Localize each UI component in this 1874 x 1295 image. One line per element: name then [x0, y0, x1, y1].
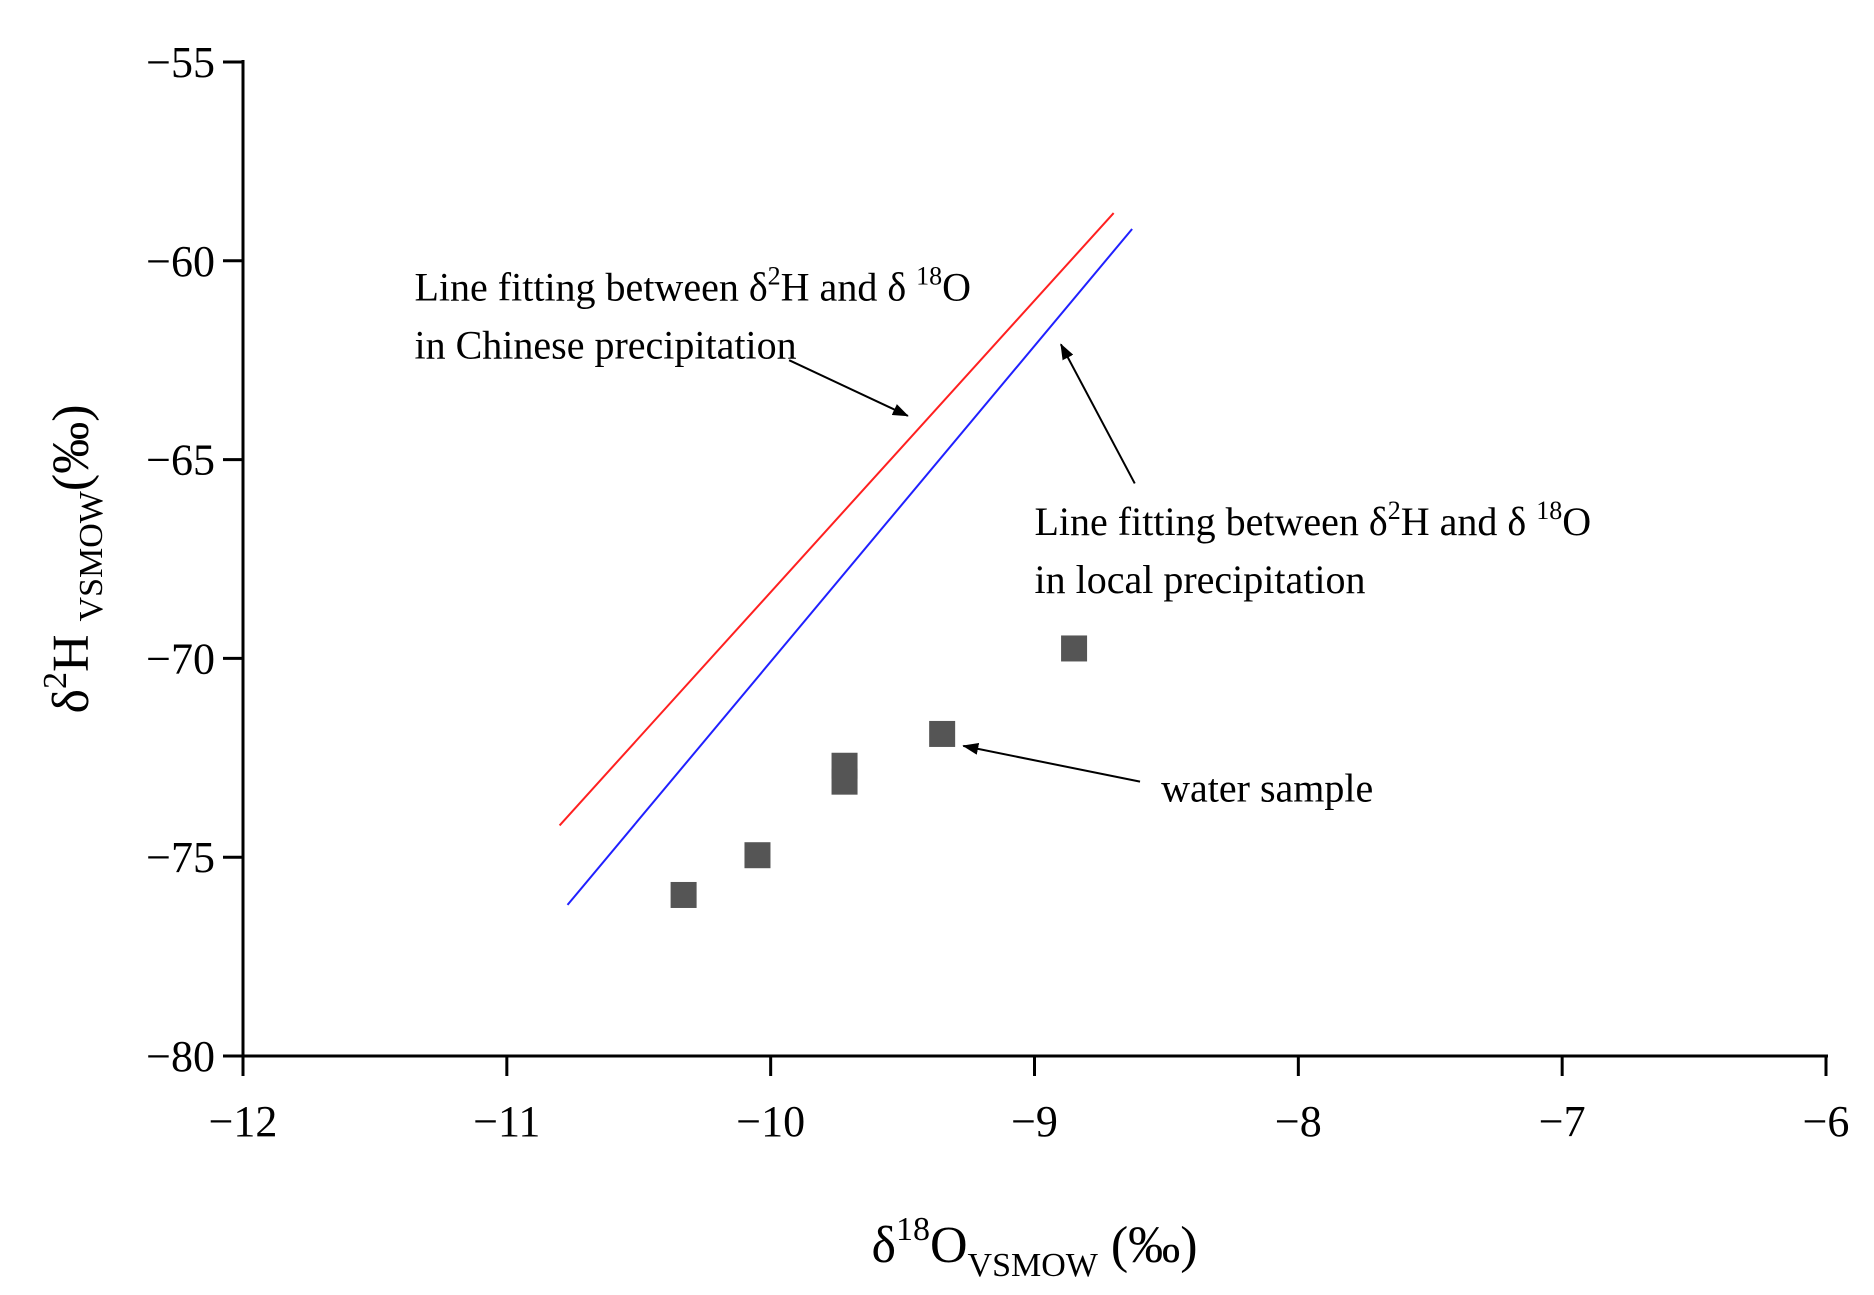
x-axis-title: δ18OVSMOW (‰): [871, 1211, 1197, 1284]
x-tick-label: −6: [1803, 1097, 1850, 1146]
annotation-arrow-sample: [962, 742, 1141, 783]
y-axis-title: δ2H VSMOW(‰): [37, 404, 110, 713]
y-tick-label: −70: [146, 634, 215, 683]
annotation-text-sample: water sample: [1161, 766, 1373, 811]
y-tick-label: −55: [146, 38, 215, 87]
annotation-text-chinese: in Chinese precipitation: [414, 323, 796, 368]
x-tick-label: −12: [209, 1097, 278, 1146]
annotation-text-local: Line fitting between δ2H and δ 18O: [1035, 496, 1592, 544]
water-sample-point: [929, 720, 956, 747]
y-tick-label: −80: [146, 1032, 215, 1081]
series-layer: [558, 212, 1133, 908]
annotation-text-local: in local precipitation: [1035, 557, 1366, 602]
y-tick-label: −65: [146, 436, 215, 485]
annotation-arrow-chinese: [788, 359, 909, 417]
local-precipitation-line: [566, 228, 1133, 906]
y-tick-label: −75: [146, 833, 215, 882]
x-tick-label: −10: [736, 1097, 805, 1146]
annotation-arrow-local: [1060, 343, 1136, 484]
annotations-layer: Line fitting between δ2H and δ 18O in Chi…: [414, 262, 1591, 811]
axes: −12 −11 −10 −9 −8 −7 −6 −80 −75 −70 −65 −60 −55 δ18OV…: [37, 38, 1849, 1284]
x-tick-label: −8: [1275, 1097, 1322, 1146]
water-sample-point: [831, 752, 858, 779]
water-sample-point: [744, 842, 771, 869]
x-tick-label: −7: [1539, 1097, 1586, 1146]
x-tick-label: −11: [473, 1097, 540, 1146]
annotation-text-chinese: Line fitting between δ2H and δ 18O: [414, 262, 971, 310]
y-tick-label: −60: [146, 237, 215, 286]
chinese-precipitation-line: [558, 212, 1115, 827]
water-sample-point: [670, 881, 697, 908]
x-tick-label: −9: [1011, 1097, 1058, 1146]
water-sample-point: [1061, 635, 1088, 662]
